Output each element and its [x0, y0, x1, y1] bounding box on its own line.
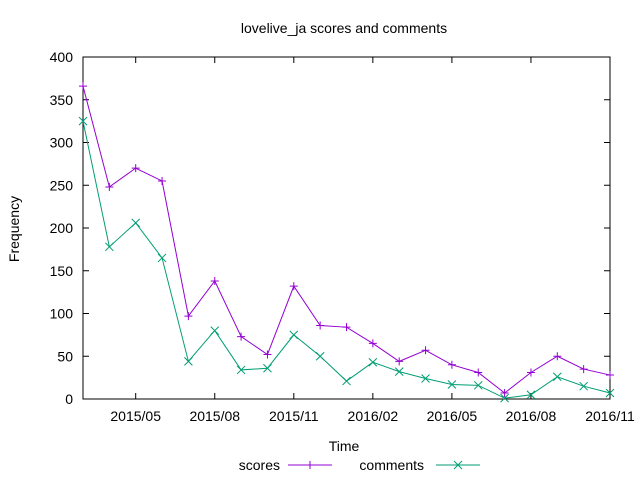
data-point-comments [447, 380, 457, 389]
plot-frame [82, 56, 611, 400]
data-point-scores [105, 182, 114, 191]
chart-title: lovelive_ja scores and comments [241, 20, 447, 36]
data-point-comments [315, 351, 325, 361]
data-point-scores [368, 339, 377, 348]
data-point-scores [263, 350, 272, 359]
data-point-comments [421, 374, 430, 383]
y-tick-label: 0 [65, 391, 73, 407]
y-tick-label: 300 [50, 135, 74, 151]
series-comments [78, 116, 615, 403]
series-layer [78, 82, 615, 403]
x-tick-label: 2016/02 [348, 408, 399, 424]
series-line-scores [82, 85, 611, 394]
data-point-scores [79, 82, 87, 91]
data-point-scores [526, 368, 535, 377]
legend-label: scores [239, 457, 280, 473]
data-point-scores [500, 389, 509, 398]
x-tick-label: 2015/05 [110, 408, 161, 424]
data-point-comments [526, 390, 536, 400]
data-point-comments [289, 330, 299, 340]
data-point-comments [157, 253, 167, 263]
data-point-comments [263, 363, 272, 373]
data-point-scores [606, 371, 614, 380]
data-point-scores [421, 346, 430, 355]
y-tick-label: 100 [50, 306, 74, 322]
x-axis-label: Time [329, 438, 360, 454]
x-tick-label: 2016/08 [506, 408, 557, 424]
data-point-scores [579, 365, 588, 374]
data-point-comments [552, 372, 562, 382]
x-tick-label: 2016/11 [585, 408, 635, 424]
data-point-scores [553, 352, 562, 361]
data-point-scores [289, 282, 298, 291]
y-tick-label: 250 [50, 177, 74, 193]
data-point-scores [395, 357, 404, 366]
x-tick-label: 2016/05 [427, 408, 478, 424]
data-point-comments [104, 242, 114, 252]
series-line-comments [82, 121, 611, 399]
data-point-scores [447, 360, 456, 369]
data-point-comments [579, 381, 589, 391]
data-point-scores [131, 164, 140, 173]
data-point-comments [210, 326, 220, 335]
y-tick-label: 200 [50, 220, 74, 236]
data-point-scores [342, 323, 351, 332]
data-point-comments [342, 376, 351, 386]
data-point-scores [316, 321, 325, 330]
y-tick-label: 150 [50, 263, 74, 279]
data-point-comments [131, 218, 141, 228]
data-point-comments [500, 393, 509, 403]
data-point-comments [473, 380, 483, 390]
y-axis-ticks: 0 50 100 150 200 250 300 350 400 [50, 49, 610, 407]
y-tick-label: 50 [57, 348, 73, 364]
y-tick-label: 350 [50, 92, 74, 108]
data-point-scores [158, 176, 167, 185]
data-point-comments [368, 357, 378, 367]
y-axis-label: Frequency [6, 196, 22, 262]
x-axis-ticks: 2015/05 2015/08 2015/11 2016/02 2016/05 2016/… [110, 57, 635, 424]
data-point-comments [605, 388, 615, 398]
data-point-scores [210, 277, 219, 286]
data-point-scores [184, 312, 193, 321]
data-point-comments [78, 116, 88, 126]
data-point-comments [184, 357, 193, 366]
data-point-scores [237, 332, 246, 341]
legend: scores comments [239, 457, 480, 473]
legend-marker-comments [453, 460, 463, 470]
data-point-scores [474, 368, 483, 377]
y-tick-label: 400 [50, 49, 74, 65]
legend-label: comments [359, 457, 424, 473]
x-tick-label: 2015/08 [189, 408, 240, 424]
x-tick-label: 2015/11 [269, 408, 319, 424]
legend-marker-scores [306, 461, 314, 469]
series-scores [79, 82, 614, 398]
data-point-comments [236, 365, 246, 375]
data-point-comments [394, 367, 404, 376]
